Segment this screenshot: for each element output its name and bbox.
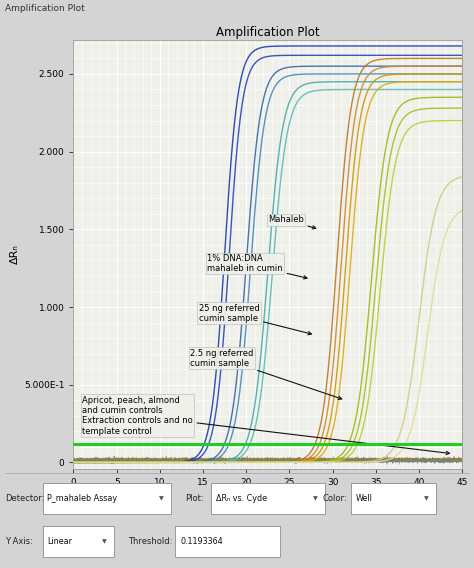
Text: Apricot, peach, almond
and cumin controls
Extraction controls and no
template co: Apricot, peach, almond and cumin control… — [82, 396, 449, 454]
Text: ▼: ▼ — [313, 496, 318, 501]
FancyBboxPatch shape — [43, 483, 171, 513]
Text: 1% DNA:DNA
mahaleb in cumin: 1% DNA:DNA mahaleb in cumin — [207, 254, 307, 279]
Text: Detector:: Detector: — [5, 494, 44, 503]
Text: Y Axis:: Y Axis: — [5, 537, 33, 546]
FancyBboxPatch shape — [175, 526, 280, 557]
Text: 25 ng referred
cumin sample: 25 ng referred cumin sample — [199, 303, 311, 335]
Title: Amplification Plot: Amplification Plot — [216, 26, 319, 39]
FancyBboxPatch shape — [211, 483, 325, 513]
Text: Well: Well — [356, 494, 373, 503]
Text: Plot:: Plot: — [185, 494, 203, 503]
Text: P_mahaleb Assay: P_mahaleb Assay — [47, 494, 118, 503]
Text: ΔRₙ vs. Cyde: ΔRₙ vs. Cyde — [216, 494, 267, 503]
FancyBboxPatch shape — [43, 526, 114, 557]
Text: ▼: ▼ — [159, 496, 164, 501]
Text: Color:: Color: — [322, 494, 347, 503]
X-axis label: Cycle: Cycle — [254, 490, 282, 499]
Text: ▼: ▼ — [102, 539, 107, 544]
Text: Linear: Linear — [47, 537, 73, 546]
Text: ▼: ▼ — [424, 496, 429, 501]
Y-axis label: ΔRₙ: ΔRₙ — [10, 244, 20, 264]
Text: 2.5 ng referred
cumin sample: 2.5 ng referred cumin sample — [190, 349, 342, 399]
Text: Mahaleb: Mahaleb — [268, 215, 316, 229]
Text: Threshold:: Threshold: — [128, 537, 173, 546]
Text: 0.1193364: 0.1193364 — [180, 537, 223, 546]
Text: Amplification Plot: Amplification Plot — [5, 4, 84, 13]
FancyBboxPatch shape — [351, 483, 436, 513]
